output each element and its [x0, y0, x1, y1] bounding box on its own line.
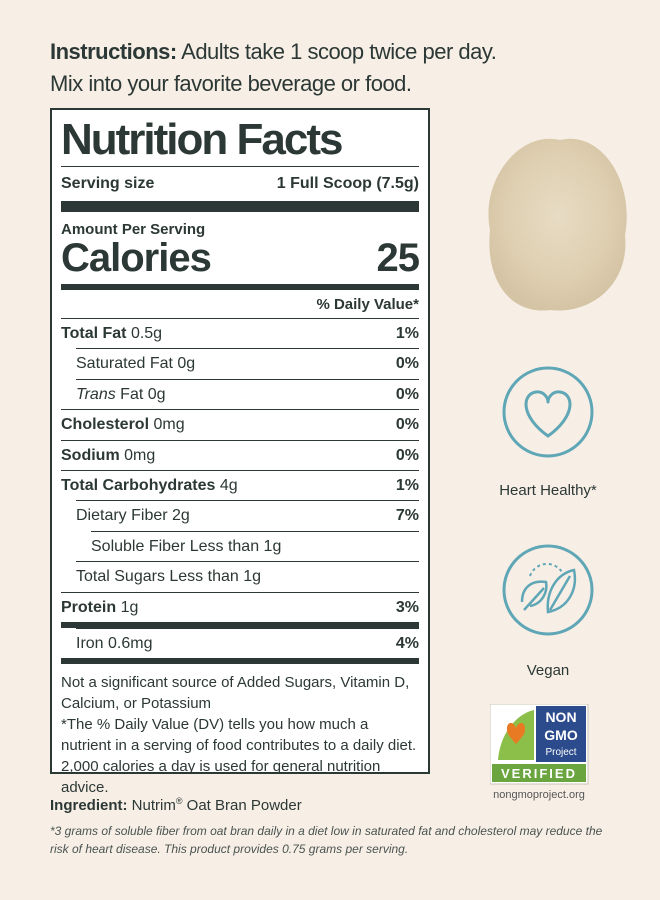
nutrient: Total Sugars Less than 1g: [76, 562, 261, 591]
calories-value: 25: [376, 236, 420, 280]
nutrient: Sodium 0mg: [61, 441, 155, 470]
nutrient-row: Trans Fat 0g 0%: [76, 378, 419, 409]
nutrient: Soluble Fiber Less than 1g: [91, 532, 281, 561]
amount-per-serving: Amount Per Serving: [61, 221, 206, 238]
rule: [61, 201, 419, 212]
daily-value: 3%: [395, 598, 419, 616]
logo-text: VERIFIED: [501, 766, 577, 781]
badge-label: Heart Healthy*: [499, 482, 597, 499]
nutrient-row: Total Fat 0.5g 1%: [61, 318, 419, 348]
calories: Calories 25: [61, 236, 420, 284]
ingredient-label: Ingredient:: [50, 797, 128, 814]
nutrient-amount: 0mg: [153, 416, 185, 434]
daily-value: 0%: [395, 355, 419, 373]
nutrient-name: Total Carbohydrates: [61, 476, 216, 494]
nutrient-name: Iron: [76, 634, 104, 652]
ingredient: Ingredient: Nutrim® Oat Bran Powder: [50, 796, 302, 814]
instructions-label: Instructions:: [50, 39, 177, 64]
nutrient-amount: 0g: [147, 385, 166, 403]
instructions-line: Mix into your favorite beverage or food.: [50, 71, 412, 96]
nutrition-label: Nutrition Facts Serving size 1 Full Scoop…: [50, 108, 430, 796]
nutrient-row: Iron 0.6mg 4%: [76, 627, 419, 658]
logo-text: GMO: [544, 727, 578, 743]
instructions: Instructions: Adults take 1 scoop twice …: [50, 36, 497, 100]
nutrient-name: Protein: [61, 598, 117, 616]
rule: [61, 658, 419, 665]
nutrient-name: Total Sugars Less than 1g: [76, 568, 262, 586]
daily-value: 0%: [395, 446, 419, 464]
serving-size: Serving size 1 Full Scoop (7.5g): [61, 167, 419, 201]
daily-value: 7%: [395, 507, 419, 525]
nutrient: Total Carbohydrates 4g: [61, 471, 238, 500]
nutrient-amount: 2g: [172, 507, 190, 525]
daily-value: 1%: [395, 476, 419, 494]
nutrient-amount: 0.5g: [130, 325, 163, 342]
rule: [61, 284, 419, 290]
instructions-text: Adults take 1 scoop twice per day.: [181, 39, 497, 64]
nutrient-amount: 0mg: [124, 446, 156, 464]
note: *The % Daily Value (DV) tells you how mu…: [61, 716, 417, 797]
logo-text: Project: [545, 747, 576, 758]
calories-label: Calories: [61, 236, 212, 280]
nutrient-row: Saturated Fat 0g 0%: [76, 348, 419, 378]
nutrient: Saturated Fat 0g: [76, 349, 195, 378]
daily-value-header: % Daily Value*: [316, 296, 419, 313]
nutrient-name: Total Fat: [61, 325, 127, 342]
daily-value: 4%: [395, 634, 419, 652]
nutrient: Total Fat 0.5g: [61, 319, 162, 348]
serving-size-label: Serving size: [61, 175, 155, 192]
ingredient-mark: ®: [175, 796, 183, 806]
nutrient-name: Trans: [76, 385, 116, 403]
nutrient-amount: 1g: [120, 598, 139, 616]
nutrient-amount: 0g: [177, 355, 196, 373]
logo-text: NON: [545, 709, 576, 725]
badge-label: Vegan: [526, 662, 570, 679]
non-gmo-logo: NON GMO Project VERIFIED nongmoproject.o…: [490, 704, 589, 801]
nutrient: Trans Fat 0g: [76, 380, 166, 409]
daily-value: 1%: [395, 325, 419, 342]
nutrient-name: Saturated Fat: [76, 355, 173, 373]
nutrient-name: Sodium: [61, 446, 120, 464]
nutrient: Iron 0.6mg: [76, 629, 153, 658]
nutrient-row: Soluble Fiber Less than 1g: [91, 530, 419, 561]
notes: Not a significant source of Added Sugars…: [61, 672, 419, 798]
oat-powder: [488, 138, 627, 311]
nutrient-row: Protein 1g 3%: [61, 591, 419, 622]
nutrient-row: Sodium 0mg 0%: [61, 439, 419, 470]
ingredient-text: Oat Bran Powder: [186, 797, 302, 814]
nutrient-row: Cholesterol 0mg 0%: [61, 409, 419, 439]
daily-value: 0%: [395, 416, 419, 434]
nutrient-rows: Total Fat 0.5g 1% Saturated Fat 0g 0% Trans …: [61, 318, 419, 658]
nutrient-row: Total Carbohydrates 4g 1%: [61, 469, 419, 500]
nutrient-row: Dietary Fiber 2g 7%: [76, 500, 419, 530]
nutrient: Protein 1g: [61, 593, 138, 622]
rule: [61, 621, 419, 628]
footnote: *3 grams of soluble fiber from oat bran …: [50, 824, 603, 856]
nutrient-name: Cholesterol: [61, 416, 150, 434]
nutrient-name: Fat: [120, 385, 144, 403]
ingredient-brand: Nutrim: [131, 797, 176, 814]
vegan-icon: [502, 544, 594, 636]
label-title: Nutrition Facts: [61, 115, 343, 164]
nutrient: Cholesterol 0mg: [61, 410, 185, 439]
nutrient: Dietary Fiber 2g: [76, 501, 190, 530]
nutrient-amount: 4g: [219, 476, 238, 494]
nutrient-name: Soluble Fiber Less than 1g: [91, 537, 282, 555]
note: Not a significant source of Added Sugars…: [61, 674, 410, 713]
nutrient-amount: 0.6mg: [108, 634, 153, 652]
heart-icon: [502, 366, 594, 458]
serving-size-value: 1 Full Scoop (7.5g): [276, 175, 419, 192]
daily-value: 0%: [395, 385, 419, 403]
logo-url: nongmoproject.org: [493, 789, 585, 801]
nutrient-name: Dietary Fiber: [76, 507, 168, 525]
nutrient-row: Total Sugars Less than 1g: [76, 561, 419, 591]
rule: [61, 166, 419, 167]
